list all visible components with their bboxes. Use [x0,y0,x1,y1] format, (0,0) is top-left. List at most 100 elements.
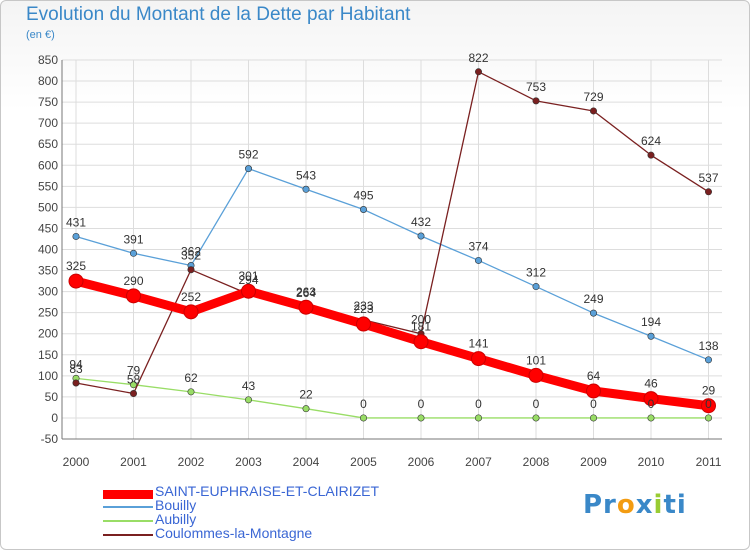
data-point [586,383,601,399]
data-point [130,381,138,389]
data-label: 62 [184,371,198,385]
y-tick-label: 250 [38,306,58,320]
data-label: 94 [69,357,83,371]
data-label: 301 [238,269,258,283]
data-point [528,367,544,383]
data-label: 312 [526,266,546,280]
data-point [647,151,655,159]
data-label: 138 [698,339,718,353]
data-point [474,68,482,76]
y-tick-label: -50 [41,432,59,446]
axes: -50 0 50 100 150 200 250 300 350 400 450 500 550 600 6… [38,53,722,469]
data-point [302,185,310,193]
data-point [704,188,712,196]
data-label: 83 [69,362,83,376]
data-label: 64 [587,369,601,383]
data-point [302,405,310,413]
data-label: 233 [353,299,373,313]
y-tick-label: 850 [38,53,58,67]
data-point [589,414,597,422]
data-label: 252 [181,290,201,304]
legend-swatch [103,534,153,536]
y-tick-label: 300 [38,285,58,299]
data-label: 537 [698,171,718,185]
data-point [704,356,712,364]
data-label: 432 [411,215,431,229]
series-line-0 [71,276,713,411]
data-label: 431 [66,215,86,229]
data-point [356,316,371,332]
proxiti-logo: Proxiti [583,490,687,520]
legend-label: SAINT-EUPHRAISE-ET-CLAIRIZET [155,483,380,499]
y-tick-label: 650 [38,137,58,151]
data-point [413,334,429,350]
series-line-2 [75,377,710,419]
data-label: 141 [468,337,488,351]
data-label: 181 [411,320,431,334]
y-tick-label: 450 [38,221,58,235]
data-point [589,107,597,115]
legend-swatch [103,520,153,522]
x-tick-label: 2006 [408,455,435,469]
data-point [589,309,597,317]
data-label: 294 [238,273,258,287]
data-point [187,266,195,274]
data-label: 101 [526,353,546,367]
data-label: 624 [641,134,661,148]
series-lines [68,68,716,422]
data-label: 263 [296,285,316,299]
data-point [417,414,425,422]
data-label: 0 [533,397,540,411]
data-point [298,299,314,315]
data-label: 0 [590,397,597,411]
data-label: 79 [127,364,141,378]
data-point [68,273,84,289]
x-tick-label: 2011 [696,455,722,469]
x-tick-label: 2001 [120,455,147,469]
y-tick-label: 800 [38,74,58,88]
chart-unit: (en €) [26,29,55,41]
chart-title: Evolution du Montant de la Dette par Hab… [26,4,411,25]
data-label: 325 [66,259,86,273]
legend-label: Coulommes-la-Montagne [155,525,313,541]
x-tick-label: 2007 [465,455,492,469]
data-label: 22 [299,388,313,402]
data-point [417,232,425,240]
data-label: 592 [238,148,258,162]
data-point [72,379,80,387]
y-tick-label: 0 [51,411,58,425]
data-point [701,398,716,414]
data-point [532,414,540,422]
y-tick-label: 600 [38,158,58,172]
y-tick-label: 400 [38,243,58,257]
legend-swatch [103,506,153,508]
x-tick-label: 2010 [638,455,665,469]
data-label: 822 [468,51,488,65]
data-label: 290 [123,274,143,288]
data-point [359,414,367,422]
data-point [474,414,482,422]
y-tick-label: 350 [38,264,58,278]
legend-swatch [103,490,153,499]
data-label: 264 [296,286,316,300]
data-point [130,249,138,257]
x-tick-label: 2002 [178,455,205,469]
data-label: 543 [296,168,316,182]
grid [62,59,722,440]
data-point [532,97,540,105]
y-tick-label: 150 [38,348,58,362]
data-point [471,351,486,367]
x-tick-label: 2000 [63,455,90,469]
x-tick-label: 2004 [293,455,320,469]
data-label: 374 [468,239,488,253]
data-label: 753 [526,80,546,94]
data-point [643,391,659,407]
data-label: 0 [648,397,655,411]
data-label: 0 [418,397,425,411]
data-label: 200 [411,313,431,327]
data-label: 223 [353,302,373,316]
data-point [183,304,199,320]
y-tick-label: 750 [38,95,58,109]
